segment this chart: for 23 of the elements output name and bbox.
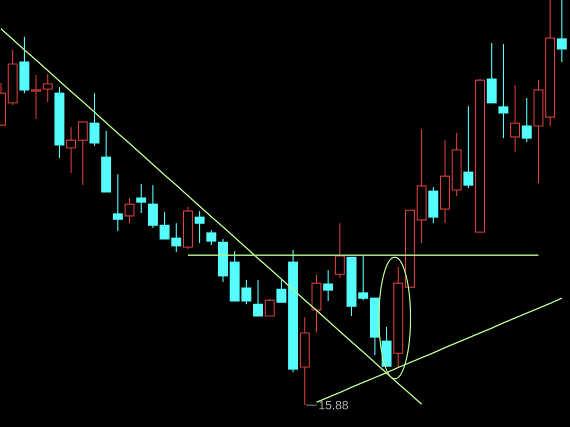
candlestick bbox=[253, 279, 264, 317]
candlestick bbox=[556, 0, 567, 63]
candlestick bbox=[463, 106, 474, 188]
candlestick bbox=[124, 198, 134, 224]
candlestick bbox=[486, 42, 497, 104]
candlestick bbox=[31, 74, 42, 120]
candlestick bbox=[78, 121, 88, 186]
candlestick bbox=[66, 126, 76, 174]
candlestick bbox=[112, 174, 123, 232]
candlestick bbox=[241, 279, 252, 305]
candlestick bbox=[136, 183, 146, 214]
candlestick bbox=[194, 210, 205, 244]
candlestick bbox=[522, 97, 532, 143]
candlestick bbox=[42, 74, 53, 103]
candlestick bbox=[171, 222, 182, 253]
candlestick bbox=[510, 84, 520, 152]
candlestick bbox=[323, 270, 334, 302]
candlestick bbox=[498, 44, 508, 139]
candlestick bbox=[264, 298, 275, 317]
candlestick bbox=[334, 222, 345, 278]
candlestick bbox=[206, 230, 216, 246]
annotation: 15.88 bbox=[319, 400, 348, 410]
candlestick bbox=[90, 92, 100, 146]
